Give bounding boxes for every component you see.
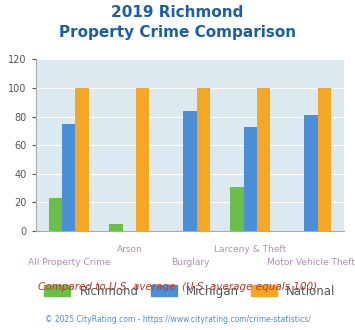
- Text: 2019 Richmond: 2019 Richmond: [111, 5, 244, 20]
- Text: All Property Crime: All Property Crime: [28, 258, 110, 267]
- Bar: [257, 88, 271, 231]
- Text: Burglary: Burglary: [171, 258, 209, 267]
- Bar: [244, 127, 257, 231]
- Bar: [62, 124, 76, 231]
- Text: Motor Vehicle Theft: Motor Vehicle Theft: [267, 258, 355, 267]
- Legend: Richmond, Michigan, National: Richmond, Michigan, National: [40, 280, 340, 302]
- Bar: [136, 88, 149, 231]
- Text: Property Crime Comparison: Property Crime Comparison: [59, 25, 296, 40]
- Bar: [76, 88, 89, 231]
- Text: Larceny & Theft: Larceny & Theft: [214, 245, 286, 254]
- Bar: [230, 187, 244, 231]
- Text: Compared to U.S. average. (U.S. average equals 100): Compared to U.S. average. (U.S. average …: [38, 282, 317, 292]
- Bar: [304, 115, 318, 231]
- Bar: [49, 198, 62, 231]
- Bar: [197, 88, 210, 231]
- Bar: [109, 224, 123, 231]
- Text: Arson: Arson: [116, 245, 142, 254]
- Text: © 2025 CityRating.com - https://www.cityrating.com/crime-statistics/: © 2025 CityRating.com - https://www.city…: [45, 315, 310, 324]
- Bar: [318, 88, 331, 231]
- Bar: [183, 111, 197, 231]
